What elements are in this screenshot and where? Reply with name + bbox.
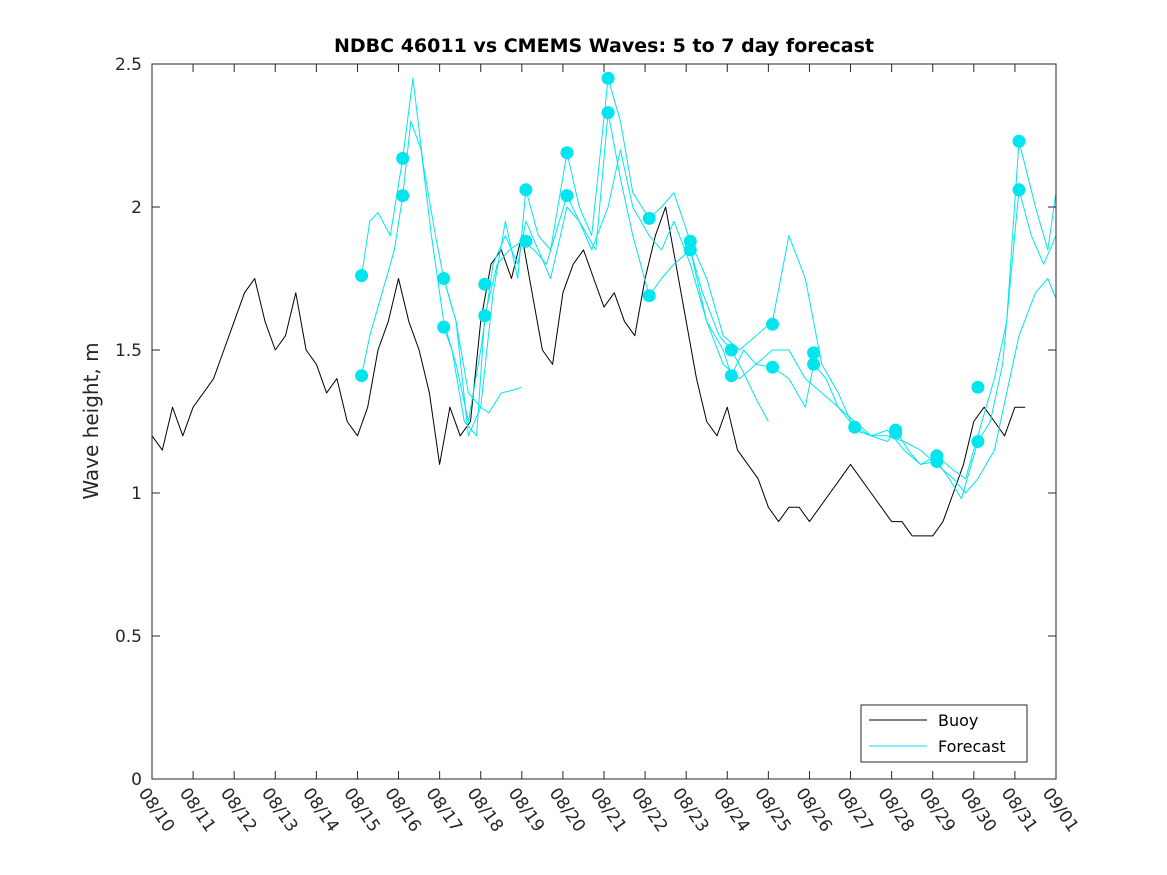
forecast-marker-20 (766, 317, 779, 331)
forecast-marker-11 (560, 189, 574, 203)
forecast-marker-14 (642, 211, 656, 225)
forecast-marker-0 (355, 269, 369, 283)
forecast-marker-29 (971, 380, 985, 394)
forecast-marker-32 (1012, 183, 1026, 197)
forecast-marker-1 (355, 369, 369, 383)
y-tick-label-5: 2.5 (115, 55, 142, 75)
forecast-marker-9 (519, 234, 533, 248)
legend-buoy-label: Buoy (938, 711, 978, 730)
forecast-marker-15 (642, 289, 656, 303)
forecast-marker-24 (848, 420, 862, 434)
y-tick-label-0: 0 (131, 770, 142, 790)
forecast-line-3 (443, 112, 1057, 500)
forecast-marker-8 (519, 183, 533, 197)
forecast-marker-21 (766, 360, 779, 374)
y-ticks: 0 0.5 1 1.5 2 2.5 (115, 55, 1056, 790)
forecast-marker-28 (930, 455, 944, 468)
marker-layer (355, 71, 1026, 468)
forecast-marker-26 (889, 426, 903, 440)
forecast-marker-19 (724, 369, 738, 383)
series-layer (151, 77, 1057, 537)
forecast-marker-12 (601, 71, 615, 85)
y-tick-label-3: 1.5 (115, 341, 142, 361)
y-tick-label-1: 0.5 (115, 627, 142, 647)
forecast-marker-2 (396, 151, 410, 165)
y-axis-label: Wave height, m (79, 342, 103, 499)
forecast-marker-31 (1012, 134, 1026, 148)
forecast-marker-4 (437, 272, 451, 285)
y-tick-label-2: 1 (131, 484, 142, 504)
forecast-marker-23 (807, 357, 821, 371)
forecast-marker-6 (478, 277, 492, 291)
forecast-marker-5 (437, 320, 451, 334)
y-tick-label-4: 2 (131, 198, 142, 218)
legend: Buoy Forecast (860, 704, 1028, 763)
forecast-marker-18 (724, 343, 738, 357)
plot-area (152, 64, 1056, 779)
forecast-marker-30 (971, 435, 985, 448)
legend-forecast-label: Forecast (938, 737, 1006, 756)
forecast-marker-7 (478, 309, 492, 323)
buoy-line (151, 206, 1026, 537)
legend-box (860, 704, 1028, 763)
forecast-line-4 (443, 278, 522, 437)
chart-title: NDBC 46011 vs CMEMS Waves: 5 to 7 day fo… (334, 35, 874, 57)
forecast-marker-13 (601, 106, 615, 120)
forecast-marker-22 (807, 346, 821, 360)
forecast-marker-10 (560, 146, 574, 160)
forecast-marker-17 (683, 243, 697, 257)
forecast-marker-3 (396, 189, 410, 203)
